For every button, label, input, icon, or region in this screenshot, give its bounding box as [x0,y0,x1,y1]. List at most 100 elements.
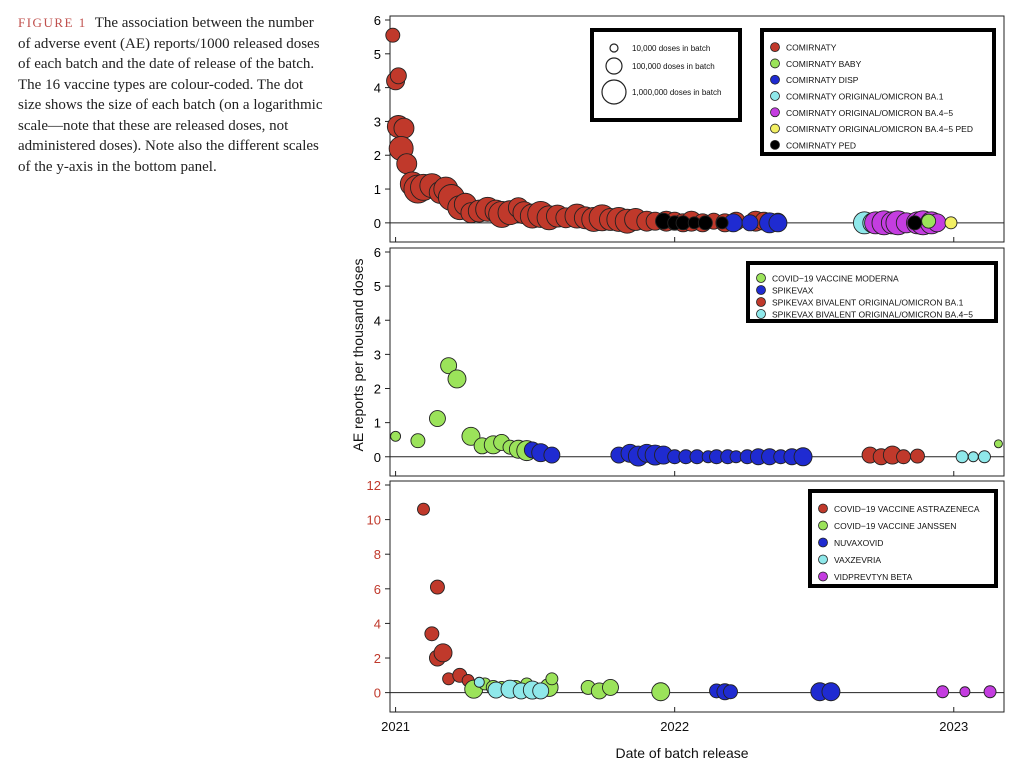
data-point [723,684,738,700]
data-point [385,27,401,43]
y-tick-label: 3 [374,114,381,129]
legend-marker [756,285,766,295]
x-axis-title: Date of batch release [615,745,748,761]
size-legend-marker [601,79,627,105]
data-point [715,216,729,230]
y-tick-label: 2 [374,148,381,163]
data-point [532,682,550,700]
legend-label: SPIKEVAX BIVALENT ORIGINAL/OMICRON BA.1 [772,298,964,308]
legend-label: SPIKEVAX BIVALENT ORIGINAL/OMICRON BA.4−… [772,310,973,320]
data-point [428,410,446,427]
legend-marker [818,537,828,548]
legend-marker [770,74,780,85]
legend-label: COMIRNATY ORIGINAL/OMICRON BA.4−5 [786,108,953,118]
legend-label: COVID−19 VACCINE JANSSEN [834,521,956,531]
y-tick-label: 10 [367,513,381,528]
legend-label: COMIRNATY PED [786,140,856,150]
data-point [955,450,969,464]
y-tick-label: 2 [374,382,381,397]
legend-marker [770,42,780,53]
legend-label: COMIRNATY ORIGINAL/OMICRON BA.4−5 PED [786,124,973,134]
y-tick-label: 6 [374,582,381,597]
y-tick-label: 3 [374,347,381,362]
data-point [821,682,841,702]
data-point [983,685,997,699]
data-point [473,676,485,688]
legend-marker [756,297,766,307]
y-tick-label: 1 [374,416,381,431]
data-point [907,215,923,231]
legend-label: SPIKEVAX [772,286,814,296]
legend-label: VAXZEVRIA [834,555,881,565]
data-point [896,449,911,465]
legend-marker [770,107,780,118]
legend-box-3 [808,489,998,588]
legend-marker [770,123,780,134]
y-tick-label: 8 [374,547,381,562]
data-point [410,433,426,449]
y-tick-label: 1 [374,182,381,197]
data-point [440,357,458,375]
size-legend-marker [605,57,623,75]
data-point [396,153,418,175]
legend-label: COMIRNATY ORIGINAL/OMICRON BA.1 [786,92,944,102]
legend-label: COVID−19 VACCINE ASTRAZENECA [834,504,980,514]
legend-box-1 [760,28,996,156]
x-tick-label: 2021 [381,719,410,734]
data-point [393,117,415,139]
y-tick-label: 0 [374,216,381,231]
legend-label: COMIRNATY BABY [786,59,862,69]
legend-marker [770,91,780,101]
y-tick-label: 4 [374,616,381,631]
data-point [768,213,788,233]
legend-label: COMIRNATY DISP [786,75,859,85]
legend-box-2 [746,261,998,323]
legend-label: NUVAXOVID [834,538,883,548]
y-tick-label: 4 [374,313,381,328]
legend-label: COVID−19 VACCINE MODERNA [772,274,899,284]
figure-caption: FIGURE 1 The association between the numb… [18,13,328,177]
data-point [741,214,759,232]
legend-marker [818,503,828,514]
data-point [978,450,991,464]
x-tick-label: 2023 [939,719,968,734]
data-point [390,430,402,442]
data-point [545,672,559,686]
legend-marker [818,520,828,531]
y-axis-title: AE reports per thousand doses [350,258,366,451]
data-point [697,215,713,231]
data-point [936,685,950,699]
figure-label: FIGURE 1 [18,15,87,30]
legend-marker [756,273,766,283]
legend-marker [770,139,780,150]
data-point [944,216,958,230]
data-point [424,626,440,642]
data-point [651,682,671,702]
y-tick-label: 12 [367,478,381,493]
data-point [429,579,445,595]
data-point [959,686,971,698]
y-tick-label: 2 [374,651,381,666]
data-point [793,447,813,467]
x-tick-label: 2022 [660,719,689,734]
legend-label: COMIRNATY [786,43,837,53]
size-legend-marker [609,43,619,53]
size-legend-label: 1,000,000 doses in batch [632,88,721,97]
y-tick-label: 6 [374,245,381,260]
caption-text: The association between the number of ad… [18,15,323,175]
y-tick-label: 5 [374,47,381,62]
legend-label: VIDPREVTYN BETA [834,572,913,582]
data-point [993,439,1003,449]
legend-marker [770,58,780,69]
data-point [602,678,619,696]
size-legend-label: 100,000 doses in batch [632,62,715,71]
data-point [967,451,979,463]
data-point [389,67,407,85]
data-point [447,369,467,389]
y-tick-label: 4 [374,81,381,96]
legend-marker [756,309,766,319]
data-point [417,502,430,516]
data-point [910,448,925,464]
